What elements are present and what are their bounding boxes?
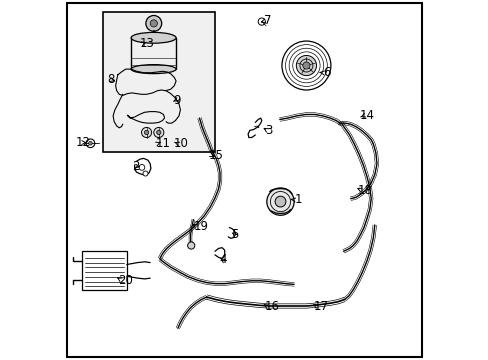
- Bar: [103, 12, 215, 152]
- Text: 19: 19: [193, 220, 208, 233]
- Text: 9: 9: [173, 94, 181, 107]
- Circle shape: [258, 18, 265, 25]
- Circle shape: [296, 55, 316, 76]
- Circle shape: [142, 171, 148, 176]
- Text: 4: 4: [219, 253, 226, 266]
- Ellipse shape: [131, 32, 176, 43]
- Ellipse shape: [131, 65, 176, 74]
- Text: 14: 14: [359, 109, 374, 122]
- Text: 12: 12: [76, 136, 91, 149]
- Text: 7: 7: [264, 14, 271, 27]
- Text: 8: 8: [107, 73, 114, 86]
- Text: 1: 1: [294, 193, 301, 206]
- Circle shape: [156, 130, 161, 135]
- Text: 16: 16: [264, 300, 279, 313]
- Text: 6: 6: [322, 66, 330, 79]
- Text: 18: 18: [357, 184, 372, 197]
- Text: 5: 5: [230, 228, 238, 241]
- Text: 13: 13: [140, 37, 155, 50]
- Text: 20: 20: [118, 274, 132, 287]
- Circle shape: [302, 62, 309, 69]
- Circle shape: [282, 41, 330, 90]
- Circle shape: [86, 139, 95, 148]
- Text: 2: 2: [132, 160, 140, 173]
- Circle shape: [88, 141, 92, 145]
- Text: 11: 11: [155, 137, 170, 150]
- Circle shape: [266, 188, 294, 215]
- Text: 10: 10: [173, 137, 188, 150]
- Text: 15: 15: [208, 149, 223, 162]
- Circle shape: [153, 127, 163, 138]
- Text: 3: 3: [265, 124, 272, 137]
- Circle shape: [145, 15, 162, 31]
- Circle shape: [275, 196, 285, 207]
- Circle shape: [187, 242, 194, 249]
- Circle shape: [144, 130, 148, 135]
- Circle shape: [139, 165, 144, 170]
- Text: 17: 17: [313, 300, 328, 313]
- Circle shape: [141, 127, 151, 138]
- Circle shape: [150, 20, 157, 27]
- Bar: [81, 251, 126, 290]
